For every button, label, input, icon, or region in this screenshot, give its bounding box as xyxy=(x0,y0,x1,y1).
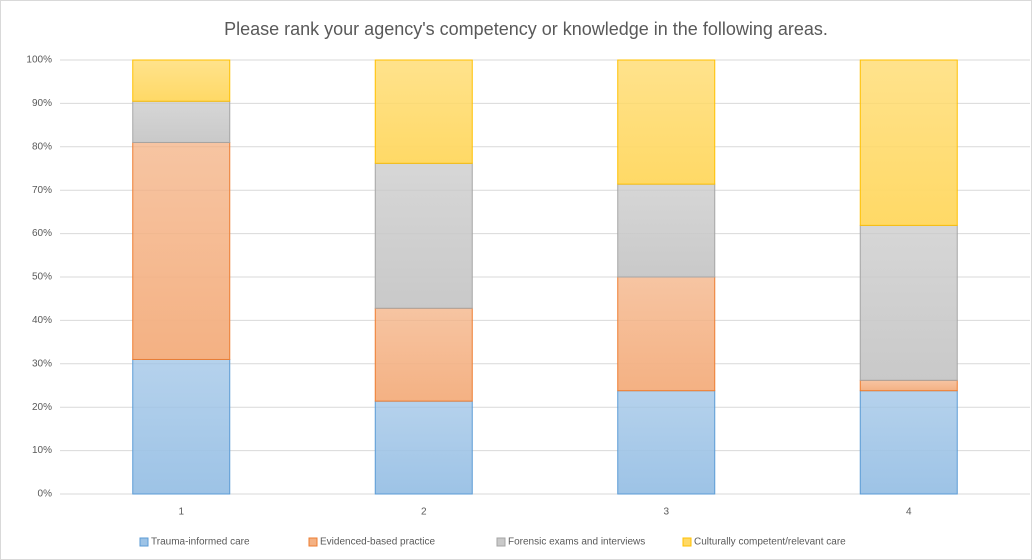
bar-segment xyxy=(132,358,231,495)
bar-segment xyxy=(859,224,958,381)
bar-segment xyxy=(374,59,473,164)
legend-label: Forensic exams and interviews xyxy=(508,537,645,548)
legend-swatch xyxy=(308,537,318,547)
legend-swatch xyxy=(682,537,692,547)
bar-segment xyxy=(617,390,716,495)
y-tick-label: 20% xyxy=(32,402,52,413)
bar-segment xyxy=(374,162,473,309)
chart-title: Please rank your agency's competency or … xyxy=(224,19,828,39)
bar-segment xyxy=(374,307,473,402)
x-tick-label: 4 xyxy=(906,507,912,518)
bar-segment xyxy=(617,276,716,392)
bar-segment xyxy=(132,59,231,102)
y-tick-label: 80% xyxy=(32,141,52,152)
x-tick-label: 3 xyxy=(663,507,669,518)
bar-segment xyxy=(132,141,231,360)
legend-swatch xyxy=(496,537,506,547)
legend-label: Trauma-informed care xyxy=(151,537,250,548)
y-tick-label: 50% xyxy=(32,272,52,283)
y-tick-label: 30% xyxy=(32,358,52,369)
bar-segment xyxy=(617,59,716,185)
bar-segment xyxy=(617,183,716,278)
bar-segment xyxy=(859,379,958,392)
x-tick-label: 2 xyxy=(421,507,427,518)
y-tick-label: 60% xyxy=(32,228,52,239)
legend-label: Evidenced-based practice xyxy=(320,537,436,548)
legend-label: Culturally competent/relevant care xyxy=(694,537,846,548)
legend-swatch xyxy=(139,537,149,547)
y-tick-label: 90% xyxy=(32,98,52,109)
x-tick-label: 1 xyxy=(178,507,184,518)
bar-segment xyxy=(132,100,231,143)
bar-segment xyxy=(859,390,958,495)
bar-segment xyxy=(374,400,473,495)
y-tick-label: 100% xyxy=(26,55,52,66)
y-tick-label: 10% xyxy=(32,445,52,456)
y-tick-label: 0% xyxy=(38,489,53,500)
y-tick-label: 40% xyxy=(32,315,52,326)
bar-segment xyxy=(859,59,958,226)
y-tick-label: 70% xyxy=(32,185,52,196)
